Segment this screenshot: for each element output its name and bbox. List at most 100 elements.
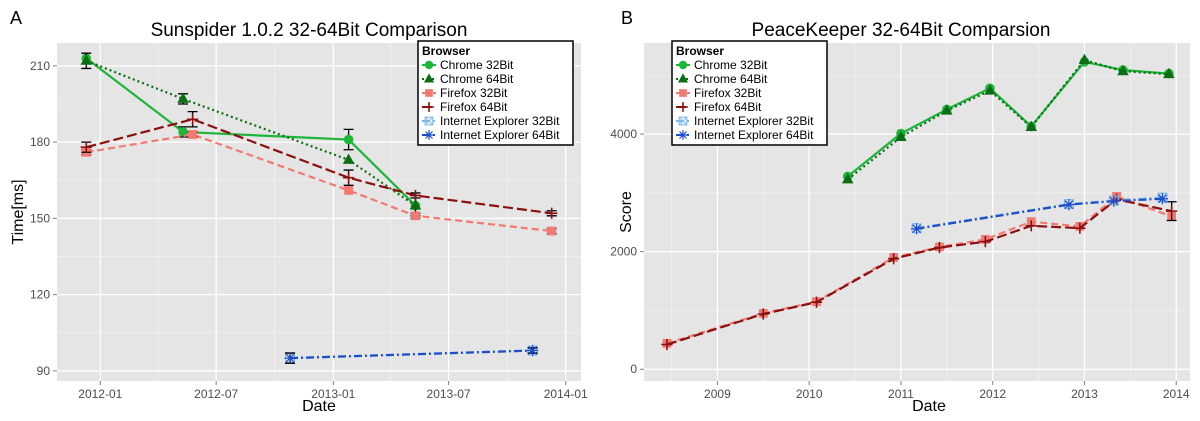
series-layer (80, 52, 558, 364)
chart-panel-peacekeeper: B PeaceKeeper 32-64Bit Comparsion 0 2000 4… (610, 8, 1190, 415)
grid-minor (644, 43, 1190, 381)
series-line (916, 197, 1163, 230)
legend-marker (679, 89, 687, 97)
data-point (547, 226, 557, 236)
data-point (888, 253, 900, 265)
x-tick-label: 2009 (704, 387, 731, 401)
x-tick-label: 2010 (796, 387, 823, 401)
y-axis-ticks: 90 120 150 180 210 (30, 59, 57, 378)
chart-title: Sunspider 1.0.2 32-64Bit Comparison (151, 20, 468, 41)
data-point (1108, 195, 1120, 207)
x-tick-label: 2014-01 (544, 387, 588, 401)
series-line (86, 133, 552, 233)
series-line (86, 118, 552, 215)
series-line (847, 58, 1169, 181)
series-layer (661, 53, 1178, 351)
series-chrome-64bit (841, 53, 1175, 184)
data-point (342, 153, 355, 164)
legend-label: Firefox 32Bit (694, 86, 762, 100)
legend-label: Internet Explorer 32Bit (694, 114, 814, 128)
legend-entry: Firefox 64Bit (422, 100, 508, 114)
x-tick-label: 2012-07 (194, 387, 238, 401)
x-tick-label: 2013-07 (427, 387, 471, 401)
y-tick-label: 0 (630, 362, 637, 376)
legend-entry: Chrome 32Bit (422, 58, 514, 72)
x-axis-ticks: 2012-01 2012-07 2013-01 2013-07 2014-01 (78, 381, 588, 401)
legend-label: Internet Explorer 64Bit (694, 128, 814, 142)
y-tick-label: 180 (30, 135, 50, 149)
legend-entry: Firefox 64Bit (676, 100, 762, 114)
legend-box (417, 40, 574, 146)
data-point (409, 199, 422, 210)
data-point (941, 104, 953, 115)
series-internet-explorer-64bit (910, 193, 1169, 235)
x-tick-label: 2012-01 (78, 387, 122, 401)
legend-label: Firefox 64Bit (440, 100, 508, 114)
legend-entry: Internet Explorer 64Bit (676, 128, 814, 142)
x-axis-ticks: 2009 2010 2011 2012 2013 2014 (704, 381, 1190, 401)
data-point (1117, 64, 1129, 76)
legend-marker (424, 116, 434, 126)
data-point (1025, 220, 1037, 232)
data-point (344, 185, 354, 195)
legend-label: Chrome 32Bit (440, 58, 514, 72)
data-point (895, 130, 907, 142)
series-line (85, 59, 417, 207)
data-point (979, 236, 991, 248)
y-tick-label: 210 (30, 59, 50, 73)
series-line (666, 195, 1173, 345)
data-point (984, 84, 996, 95)
data-point (1025, 120, 1038, 132)
y-tick-label: 150 (30, 211, 50, 225)
chart-panel-sunspider: A Sunspider 1.0.2 32-64Bit Comparison 90… (10, 8, 588, 415)
legend-entry: Firefox 32Bit (676, 86, 762, 100)
legend-entry: Chrome 64Bit (676, 72, 768, 86)
x-tick-label: 2014 (1163, 387, 1190, 401)
legend-marker (677, 73, 689, 83)
data-point (343, 172, 355, 184)
series-internet-explorer-64bit (284, 344, 539, 364)
panel-letter: B (621, 8, 633, 28)
data-point (80, 141, 92, 153)
data-point (757, 308, 769, 320)
data-point (177, 92, 189, 103)
legend-label: Chrome 64Bit (694, 72, 768, 86)
legend-entry: Internet Explorer 32Bit (422, 114, 560, 128)
data-point (810, 296, 823, 308)
y-axis-ticks: 0 2000 4000 (610, 127, 644, 376)
data-point (1163, 67, 1175, 79)
legend-marker (424, 102, 434, 112)
data-point (187, 113, 199, 125)
data-point (661, 338, 673, 351)
legend-marker (423, 73, 435, 83)
data-point (1074, 222, 1086, 234)
legend-title: Browser (422, 44, 470, 58)
data-point (1166, 205, 1178, 217)
legend-marker (424, 130, 434, 140)
y-tick-label: 4000 (610, 127, 637, 141)
legend-marker (425, 89, 433, 97)
chart-title: PeaceKeeper 32-64Bit Comparsion (752, 20, 1051, 41)
y-axis-title: Time[ms] (10, 179, 27, 244)
x-tick-label: 2011 (888, 387, 914, 401)
x-tick-label: 2013-01 (311, 387, 355, 401)
y-axis-title: Score (618, 191, 635, 233)
legend-marker (678, 60, 688, 70)
x-axis-title: Date (302, 398, 336, 415)
x-tick-label: 2013 (1071, 387, 1098, 401)
data-point (841, 172, 854, 184)
legend-entry: Chrome 64Bit (422, 72, 514, 86)
data-point (910, 223, 923, 235)
legend-label: Firefox 32Bit (440, 86, 508, 100)
y-tick-label: 120 (30, 288, 50, 302)
legend-title: Browser (676, 44, 724, 58)
legend-label: Chrome 32Bit (694, 58, 768, 72)
data-point (80, 54, 93, 65)
legend-box (671, 40, 828, 146)
legend-marker (424, 60, 434, 70)
